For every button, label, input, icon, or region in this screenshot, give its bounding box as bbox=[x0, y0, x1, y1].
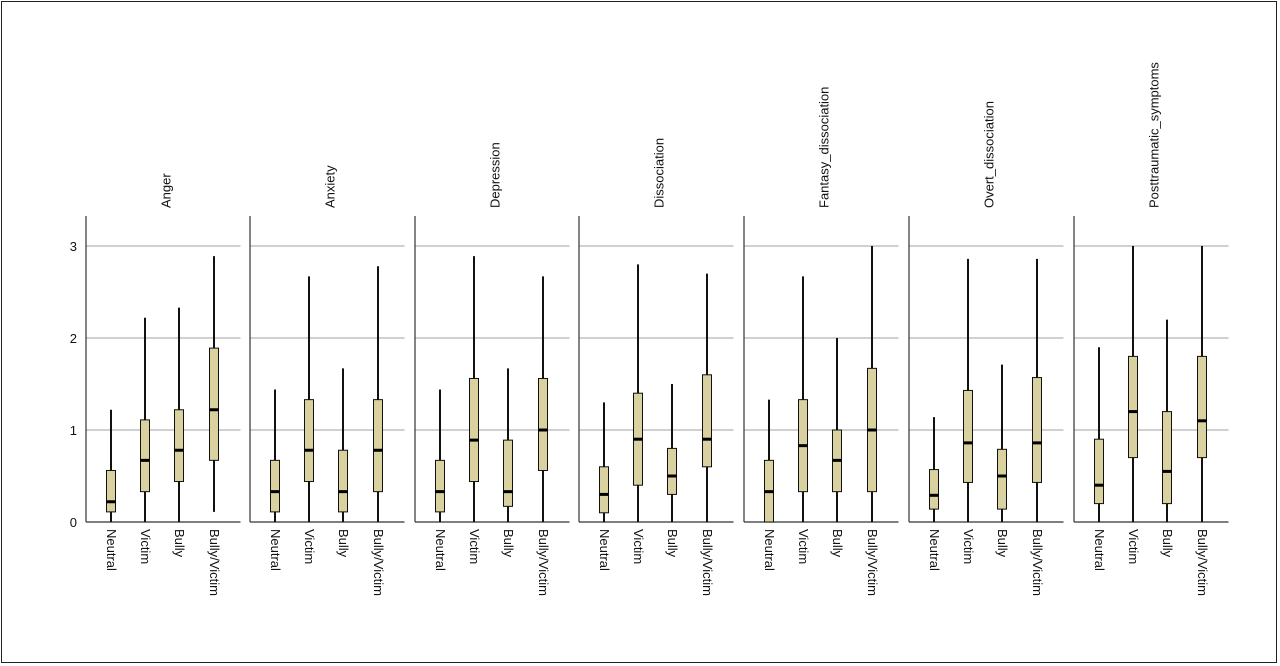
panel-title-anger: Anger bbox=[158, 173, 173, 208]
x-tick-label-1-0: Neutral bbox=[268, 529, 283, 571]
box-2-3 bbox=[538, 377, 548, 471]
box-3-0 bbox=[599, 466, 609, 514]
y-tick-label-2: 2 bbox=[70, 331, 77, 346]
x-tick-label-1-2: Bully bbox=[336, 529, 351, 558]
box-0-1 bbox=[140, 419, 150, 493]
panel-title-dissociation: Dissociation bbox=[651, 138, 666, 208]
box-2-1 bbox=[469, 377, 479, 483]
panel-title-depression: Depression bbox=[487, 142, 502, 208]
x-tick-label-6-3: Bully/Victim bbox=[1195, 529, 1210, 596]
x-tick-label-0-2: Bully bbox=[172, 529, 187, 558]
x-tick-label-5-2: Bully bbox=[995, 529, 1010, 558]
x-tick-label-5-0: Neutral bbox=[927, 529, 942, 571]
box-1-2 bbox=[338, 449, 348, 513]
x-tick-label-5-1: Victim bbox=[961, 529, 976, 564]
panel-title-posttraumatic-symptoms: Posttraumatic_symptoms bbox=[1146, 62, 1161, 208]
panel-title-anxiety: Anxiety bbox=[322, 165, 337, 208]
box-1-0 bbox=[270, 459, 280, 513]
x-tick-label-6-1: Victim bbox=[1126, 529, 1141, 564]
box-6-0 bbox=[1094, 438, 1104, 505]
x-tick-label-2-2: Bully bbox=[501, 529, 516, 558]
x-tick-label-3-0: Neutral bbox=[597, 529, 612, 571]
box-5-2 bbox=[997, 448, 1007, 510]
x-tick-label-0-3: Bully/Victim bbox=[207, 529, 222, 596]
x-tick-label-0-0: Neutral bbox=[104, 529, 119, 571]
x-tick-label-3-2: Bully bbox=[665, 529, 680, 558]
x-tick-label-2-1: Victim bbox=[467, 529, 482, 564]
x-tick-label-0-1: Victim bbox=[138, 529, 153, 564]
x-tick-label-2-0: Neutral bbox=[433, 529, 448, 571]
box-6-2 bbox=[1162, 411, 1172, 505]
box-2-0 bbox=[435, 459, 445, 513]
box-1-3 bbox=[373, 399, 383, 493]
x-tick-label-4-0: Neutral bbox=[762, 529, 777, 571]
panel-title-overt-dissociation: Overt_dissociation bbox=[981, 101, 996, 208]
x-tick-label-1-1: Victim bbox=[302, 529, 317, 564]
y-tick-label-3: 3 bbox=[70, 239, 77, 254]
box-6-3 bbox=[1197, 355, 1207, 459]
box-0-3 bbox=[209, 347, 219, 461]
x-tick-label-3-3: Bully/Victim bbox=[700, 529, 715, 596]
box-5-1 bbox=[963, 389, 973, 483]
box-5-3 bbox=[1032, 377, 1042, 483]
y-tick-label-0: 0 bbox=[70, 515, 77, 530]
x-tick-label-2-3: Bully/Victim bbox=[536, 529, 551, 596]
y-tick-label-1: 1 bbox=[70, 423, 77, 438]
box-3-3 bbox=[702, 374, 712, 468]
x-tick-label-4-3: Bully/Victim bbox=[865, 529, 880, 596]
x-tick-label-4-1: Victim bbox=[796, 529, 811, 564]
box-0-2 bbox=[174, 409, 184, 483]
box-3-2 bbox=[667, 447, 677, 495]
x-tick-label-3-1: Victim bbox=[631, 529, 646, 564]
panel-title-fantasy-dissociation: Fantasy_dissociation bbox=[816, 87, 831, 208]
box-1-1 bbox=[304, 399, 314, 483]
box-2-2 bbox=[503, 439, 513, 507]
x-tick-label-6-0: Neutral bbox=[1092, 529, 1107, 571]
x-tick-label-5-3: Bully/Victim bbox=[1030, 529, 1045, 596]
box-0-0 bbox=[106, 469, 116, 513]
x-tick-label-6-2: Bully bbox=[1160, 529, 1175, 558]
box-5-0 bbox=[929, 469, 939, 510]
box-6-1 bbox=[1128, 355, 1138, 459]
x-tick-label-1-3: Bully/Victim bbox=[371, 529, 386, 596]
x-tick-label-4-2: Bully bbox=[830, 529, 845, 558]
